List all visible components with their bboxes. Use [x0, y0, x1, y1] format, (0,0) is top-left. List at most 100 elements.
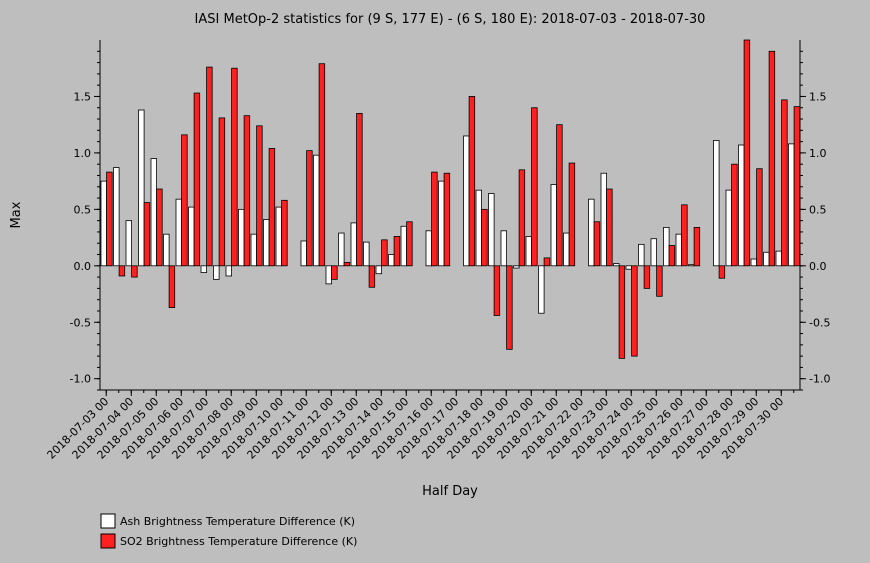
bar-ash: [150, 158, 157, 267]
bar-ash: [438, 180, 445, 267]
y-tick-label-right: 1.5: [809, 90, 827, 103]
bar-ash: [300, 240, 307, 267]
bar-ash: [425, 230, 432, 267]
bar-so2: [681, 204, 688, 267]
bar-ash: [400, 225, 407, 267]
x-axis-label: Half Day: [422, 484, 478, 499]
bar-so2: [393, 236, 401, 267]
bar-so2: [268, 147, 276, 267]
y-tick-label-left: 1.0: [74, 147, 92, 160]
bar-ash: [350, 222, 357, 267]
bar-ash: [138, 109, 145, 267]
bar-ash: [525, 236, 532, 267]
bar-ash: [375, 265, 382, 275]
bar-so2: [406, 221, 413, 267]
bar-ash: [675, 233, 682, 267]
bar-so2: [606, 188, 613, 267]
bar-ash: [113, 167, 120, 267]
bar-ash: [763, 251, 770, 267]
bar-so2: [143, 202, 151, 267]
bar-ash: [775, 250, 782, 267]
bar-so2: [793, 106, 801, 267]
bar-so2: [306, 150, 313, 267]
y-tick-label-left: 0.0: [74, 260, 92, 273]
bar-so2: [668, 245, 676, 267]
bar-so2: [731, 163, 738, 267]
bar-so2: [343, 262, 351, 267]
y-tick-label-right: -1.0: [809, 373, 830, 386]
bar-ash: [363, 241, 370, 267]
chart-title: IASI MetOp-2 statistics for (9 S, 177 E)…: [195, 12, 706, 27]
bar-so2: [381, 239, 388, 267]
bar-so2: [493, 265, 501, 316]
bar-so2: [743, 39, 751, 267]
legend-label-ash: Ash Brightness Temperature Difference (K…: [120, 515, 355, 528]
bar-ash: [625, 265, 632, 270]
legend-swatch-ash: [100, 513, 116, 529]
bar-so2: [231, 67, 238, 267]
bar-ash: [713, 140, 720, 267]
bar-ash: [313, 154, 320, 267]
bar-ash: [600, 172, 607, 267]
bar-so2: [656, 265, 663, 297]
bar-ash: [188, 206, 195, 267]
bar-ash: [238, 208, 245, 267]
y-tick-label-left: 1.5: [74, 90, 92, 103]
bar-so2: [118, 265, 126, 277]
bar-so2: [593, 221, 601, 267]
bar-so2: [218, 117, 226, 267]
bar-so2: [556, 124, 563, 267]
bar-so2: [756, 168, 763, 267]
bar-so2: [256, 125, 263, 267]
axes: -1.0 -1.0 -0.5 -0.5 0.0 0.0 0.5 0.5 1.0 1.0 1.5 1.5…: [45, 40, 830, 462]
bar-ash: [750, 258, 757, 267]
bar-so2: [506, 265, 513, 350]
bar-so2: [568, 162, 576, 267]
bar-so2: [156, 188, 163, 267]
bar-ash: [200, 265, 207, 273]
legend-swatch-so2: [100, 533, 116, 549]
bar-ash: [513, 265, 520, 269]
bar-so2: [643, 265, 651, 289]
bar-ash: [338, 232, 345, 267]
bar-so2: [131, 265, 138, 278]
bar-so2: [631, 265, 638, 357]
y-tick-label-right: 0.0: [809, 260, 827, 273]
bar-so2: [106, 171, 113, 267]
bar-ash: [175, 198, 182, 267]
bar-ash: [250, 233, 257, 267]
bar-so2: [331, 265, 338, 280]
bar-so2: [356, 112, 363, 267]
legend-label-so2: SO2 Brightness Temperature Difference (K…: [120, 535, 357, 548]
bar-ash: [463, 135, 470, 267]
bar-ash: [163, 233, 170, 267]
bar-ash: [325, 265, 332, 285]
bar-ash: [475, 189, 482, 267]
bar-so2: [543, 257, 551, 267]
legend: Ash Brightness Temperature Difference (K…: [100, 513, 357, 549]
bar-so2: [531, 107, 538, 267]
y-axis-label: Max: [9, 201, 24, 228]
bar-so2: [206, 66, 213, 267]
bar-so2: [468, 96, 476, 267]
bar-so2: [781, 99, 788, 267]
bar-so2: [718, 265, 726, 279]
bar-ash: [538, 265, 545, 314]
bar-so2: [318, 63, 326, 267]
bar-ash: [688, 264, 695, 267]
bar-ash: [613, 263, 620, 267]
y-tick-label-left: -1.0: [70, 373, 91, 386]
bar-ash: [500, 230, 507, 267]
bar-so2: [181, 134, 188, 267]
bar-so2: [443, 172, 451, 267]
bar-ash: [125, 220, 132, 267]
y-tick-label-right: 1.0: [809, 147, 827, 160]
bar-so2: [431, 171, 438, 267]
bar-ash: [725, 189, 732, 267]
y-tick-label-left: -0.5: [70, 316, 91, 329]
bar-ash: [263, 219, 270, 267]
bar-so2: [618, 265, 626, 359]
y-tick-label-right: 0.5: [809, 203, 827, 216]
bar-ash: [650, 238, 657, 267]
